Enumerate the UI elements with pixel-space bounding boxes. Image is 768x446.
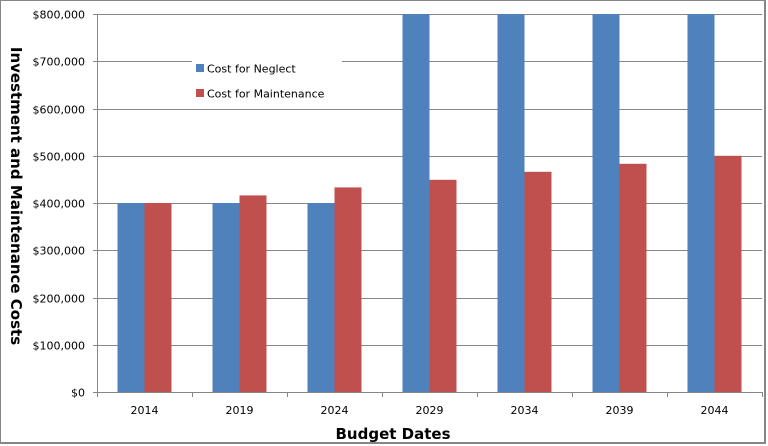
- legend-label-neglect: Cost for Neglect: [207, 63, 296, 76]
- bar-cost-for-maintenance-2044: [714, 155, 742, 393]
- x-tick-labels: 2014 2019 2024 2029 2034 2039 2044: [131, 404, 729, 417]
- x-axis-title: Budget Dates: [336, 425, 451, 443]
- bar-cost-for-maintenance-2019: [239, 195, 267, 392]
- x-tick-label: 2014: [131, 404, 159, 417]
- bar-cost-for-neglect-2014: [117, 203, 145, 392]
- x-tick-label: 2044: [701, 404, 729, 417]
- axes: [97, 14, 763, 397]
- legend-item-maintenance: Cost for Maintenance: [196, 88, 325, 101]
- bars: [117, 14, 742, 393]
- bar-cost-for-maintenance-2034: [524, 171, 552, 392]
- x-tick-label: 2034: [511, 404, 539, 417]
- legend-label-maintenance: Cost for Maintenance: [207, 88, 325, 101]
- bar-cost-for-neglect-2024: [307, 203, 335, 392]
- y-tick-label: $300,000: [33, 245, 86, 258]
- bar-cost-for-neglect-2039: [592, 14, 620, 392]
- x-tick-label: 2029: [416, 404, 444, 417]
- y-tick-label: $800,000: [33, 9, 86, 22]
- legend-background: [192, 58, 342, 104]
- bar-cost-for-neglect-2029: [402, 14, 430, 392]
- bar-cost-for-maintenance-2039: [619, 163, 647, 392]
- bar-cost-for-neglect-2044: [687, 14, 715, 392]
- legend-swatch-neglect: [196, 64, 204, 72]
- bar-cost-for-maintenance-2024: [334, 187, 362, 392]
- x-tick-label: 2024: [321, 404, 349, 417]
- legend-item-neglect: Cost for Neglect: [196, 63, 296, 76]
- y-tick-label: $600,000: [33, 104, 86, 117]
- x-tick-label: 2039: [606, 404, 634, 417]
- y-tick-label: $400,000: [33, 198, 86, 211]
- bar-cost-for-maintenance-2029: [429, 179, 457, 392]
- y-axis-title: Investment and Maintenance Costs: [7, 47, 25, 345]
- legend: Cost for Neglect Cost for Maintenance: [192, 58, 342, 104]
- y-tick-label: $0: [71, 387, 85, 400]
- y-tick-label: $200,000: [33, 293, 86, 306]
- bar-cost-for-maintenance-2014: [144, 203, 172, 392]
- bar-cost-for-neglect-2019: [212, 203, 240, 392]
- y-tick-label: $500,000: [33, 151, 86, 164]
- legend-swatch-maintenance: [196, 89, 204, 97]
- bar-cost-for-neglect-2034: [497, 14, 525, 392]
- y-tick-label: $700,000: [33, 56, 86, 69]
- y-tick-label: $100,000: [33, 340, 86, 353]
- y-tick-labels: $0 $100,000 $200,000 $300,000 $400,000 $500,0…: [33, 9, 86, 400]
- x-tick-label: 2019: [226, 404, 254, 417]
